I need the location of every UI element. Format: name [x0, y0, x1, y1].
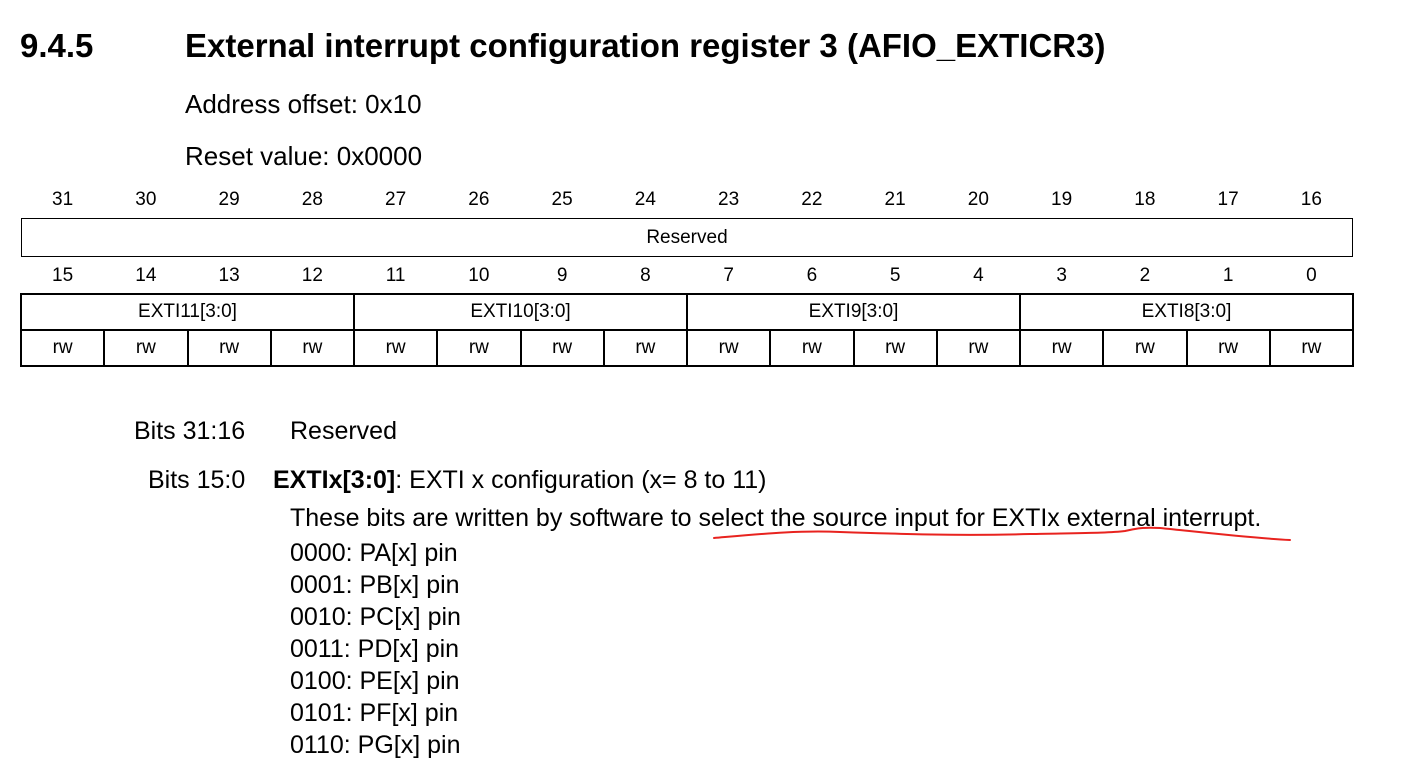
- list-item: 0100: PE[x] pin: [290, 667, 460, 695]
- bit-number: 13: [218, 265, 240, 286]
- access-cell: rw: [685, 329, 772, 367]
- bit-number: 1: [1222, 265, 1234, 286]
- register-field-table: EXTI11[3:0] EXTI10[3:0] EXTI9[3:0] EXTI8…: [19, 293, 1355, 367]
- access-cell: rw: [19, 329, 106, 367]
- bit-number: 2: [1139, 265, 1151, 286]
- access-cell: rw: [103, 329, 189, 367]
- field-exti8: EXTI8[3:0]: [1019, 293, 1354, 331]
- field-exti10: EXTI10[3:0]: [353, 293, 688, 331]
- field-row: EXTI11[3:0] EXTI10[3:0] EXTI9[3:0] EXTI8…: [20, 293, 1354, 331]
- bit-number: 6: [806, 265, 818, 286]
- bit-number: 4: [973, 265, 984, 286]
- bit-number: 24: [634, 189, 656, 210]
- list-item: 0101: PF[x] pin: [290, 699, 459, 727]
- reset-value: Reset value: 0x0000: [185, 141, 423, 171]
- bit-number: 28: [301, 189, 323, 210]
- access-cell: rw: [852, 329, 938, 367]
- access-cell: rw: [519, 329, 605, 367]
- bit-number: 31: [52, 189, 74, 210]
- list-item: 0001: PB[x] pin: [290, 571, 460, 599]
- section-number: 9.4.5: [20, 27, 94, 64]
- section-title: External interrupt configuration registe…: [185, 27, 1106, 64]
- bit-number: 10: [468, 265, 490, 286]
- access-cell: rw: [602, 329, 689, 367]
- access-row: rw rw rw rw rw rw rw rw rw rw rw rw rw r…: [19, 329, 1355, 367]
- bit-number: 20: [967, 189, 989, 210]
- list-item: 0110: PG[x] pin: [290, 731, 461, 759]
- access-cell: rw: [436, 329, 522, 367]
- description-text: These bits are written by software to: [290, 504, 699, 532]
- bit-number: 5: [889, 265, 901, 286]
- field-exti9: EXTI9[3:0]: [686, 293, 1021, 331]
- bit-number: 30: [135, 189, 157, 210]
- field-description: These bits are written by software to se…: [290, 503, 1261, 533]
- bit-number: 27: [385, 189, 407, 210]
- field-exti11: EXTI11[3:0]: [20, 293, 355, 331]
- access-cell: rw: [1102, 329, 1188, 367]
- bit-number: 21: [884, 189, 906, 210]
- access-cell: rw: [1268, 329, 1355, 367]
- bit-number: 18: [1134, 189, 1156, 210]
- reserved-bits-label: Bits 31:16: [134, 417, 246, 445]
- upper-bit-numbers: 31 30 29 28 27 26 25 24 23 22 21 20 19 1…: [21, 188, 1353, 212]
- encoding-list: 0000: PA[x] pin 0001: PB[x] pin 0010: PC…: [290, 537, 461, 761]
- access-cell: rw: [1185, 329, 1271, 367]
- bit-number: 11: [385, 265, 406, 286]
- bit-number: 15: [52, 265, 74, 286]
- bit-number: 9: [556, 265, 568, 286]
- bit-number: 14: [135, 265, 157, 286]
- list-item: 0010: PC[x] pin: [290, 603, 461, 631]
- list-item: 0011: PD[x] pin: [290, 635, 460, 663]
- highlighted-text: select the source input for EXTIx extern…: [698, 504, 1262, 532]
- bit-number: 26: [468, 189, 490, 210]
- access-cell: rw: [769, 329, 855, 367]
- access-cell: rw: [186, 329, 272, 367]
- reserved-field: Reserved: [21, 218, 1353, 257]
- bit-number: 29: [218, 189, 240, 210]
- bit-number: 19: [1051, 189, 1073, 210]
- bit-number: 12: [301, 265, 323, 286]
- bit-number: 8: [640, 265, 651, 286]
- bit-number: 3: [1056, 265, 1067, 286]
- field-name: EXTIx[3:0]: [273, 466, 396, 494]
- bit-number: 17: [1217, 189, 1239, 210]
- bit-number: 0: [1306, 265, 1317, 286]
- access-cell: rw: [935, 329, 1022, 367]
- lower-bit-numbers: 15 14 13 12 11 10 9 8 7 6 5 4 3 2 1 0: [21, 264, 1353, 288]
- access-cell: rw: [352, 329, 439, 367]
- bit-number: 22: [801, 189, 823, 210]
- access-cell: rw: [1018, 329, 1105, 367]
- access-cell: rw: [269, 329, 356, 367]
- address-offset: Address offset: 0x10: [185, 89, 422, 119]
- bit-number: 25: [551, 189, 573, 210]
- bit-number: 16: [1300, 189, 1322, 210]
- field-title: : EXTI x configuration (x= 8 to 11): [395, 466, 767, 494]
- bit-number: 7: [723, 265, 734, 286]
- list-item: 0000: PA[x] pin: [290, 539, 458, 567]
- field-heading: EXTIx[3:0]: EXTI x configuration (x= 8 t…: [273, 465, 767, 495]
- reserved-bits-text: Reserved: [290, 417, 397, 445]
- field-bits-label: Bits 15:0: [148, 466, 246, 494]
- bit-number: 23: [718, 189, 740, 210]
